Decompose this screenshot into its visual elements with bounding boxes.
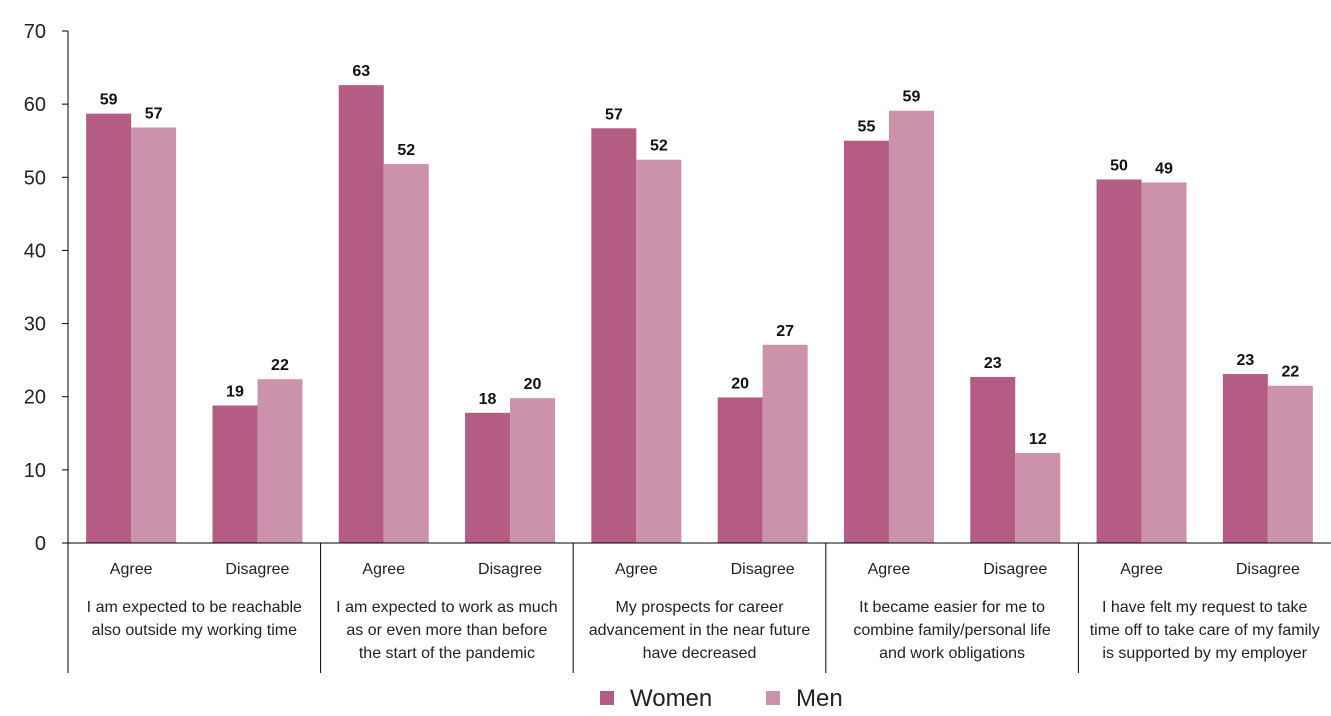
legend-swatch-women [600,691,614,705]
y-tick-label: 0 [35,533,46,555]
x-category-label: Disagree [1236,561,1300,578]
x-group-label: have decreased [643,645,757,662]
data-label-women-10: 23 [1236,352,1254,369]
x-category-label: Agree [868,561,911,578]
y-tick-label: 10 [24,460,46,482]
x-axis: Agree Disagree Agree Disagree Agree Disagree A… [67,542,1331,673]
x-group-label: is supported by my employer [1102,645,1307,662]
data-label-men-9: 49 [1155,160,1173,177]
x-group-label: advancement in the near future [589,622,811,639]
bars-layer [86,85,1313,544]
data-label-women-7: 55 [858,119,876,136]
legend-label-women: Women [630,685,712,711]
x-group-label: My prospects for career [615,599,784,616]
x-group-label: I am expected to work as much [336,599,557,616]
data-label-men-6: 27 [776,323,794,340]
y-axis: 0 10 20 30 40 50 60 70 [24,21,69,555]
y-tick-label: 40 [24,240,46,262]
x-category-label: Agree [362,561,405,578]
x-group-label: also outside my working time [92,622,298,639]
legend-swatch-men [766,691,780,705]
data-label-men-5: 52 [650,138,668,155]
bar-men-1 [131,127,177,543]
bar-women-4 [465,412,511,543]
x-group-label: and work obligations [879,645,1025,662]
bar-women-9 [1096,179,1142,544]
x-group-label: I am expected to be reachable [87,599,302,616]
bar-women-3 [338,85,384,543]
x-category-label: Disagree [983,561,1047,578]
bar-men-2 [257,379,303,543]
bar-men-3 [383,164,429,543]
x-group-label: the start of the pandemic [359,645,535,662]
y-tick-label: 30 [24,314,46,336]
bar-women-7 [843,140,889,543]
bar-men-10 [1267,385,1313,543]
x-group-label: as or even more than before [346,622,547,639]
x-category-label: Agree [110,561,153,578]
x-group-label: combine family/personal life [853,622,1051,639]
x-category-label: Agree [1120,561,1163,578]
x-group-label: It became easier for me to [859,599,1045,616]
data-label-women-2: 19 [226,383,244,400]
bar-men-6 [762,344,808,543]
data-label-women-9: 50 [1110,157,1128,174]
y-tick-label: 60 [24,94,46,116]
bar-men-8 [1015,453,1061,543]
legend: Women Men [600,685,843,712]
bar-men-5 [636,159,682,543]
x-category-label: Agree [615,561,658,578]
x-category-label: Disagree [225,561,289,578]
bar-women-6 [717,397,763,543]
x-group-label: I have felt my request to take [1102,599,1308,616]
data-label-men-3: 52 [397,142,415,159]
data-label-men-8: 12 [1029,431,1047,448]
bar-women-5 [591,128,637,543]
y-tick-label: 70 [24,21,46,43]
y-tick-label: 50 [24,167,46,189]
y-tick-label: 20 [24,387,46,409]
x-group-label: time off to take care of my family [1090,622,1320,639]
legend-label-men: Men [796,685,843,711]
bar-men-7 [888,110,934,544]
x-category-label: Disagree [478,561,542,578]
bar-men-9 [1141,182,1187,544]
data-label-women-5: 57 [605,106,623,123]
x-category-label: Disagree [731,561,795,578]
data-label-women-8: 23 [984,355,1002,372]
bar-women-8 [970,376,1016,543]
data-label-women-6: 20 [731,375,749,392]
data-label-men-4: 20 [524,376,542,393]
bar-men-4 [510,398,556,543]
data-label-men-2: 22 [271,357,289,374]
data-label-women-4: 18 [479,391,497,408]
bar-women-1 [86,113,132,543]
bar-women-2 [212,405,258,543]
data-label-men-1: 57 [145,106,163,123]
data-labels-layer: 59 19 63 18 57 20 55 23 50 23 57 22 52 20 52 27 59 12 49 22 [100,63,1300,448]
data-label-women-3: 63 [352,63,370,80]
bar-women-10 [1222,374,1268,543]
data-label-men-7: 59 [903,89,921,106]
data-label-women-1: 59 [100,92,118,109]
data-label-men-10: 22 [1281,364,1299,381]
